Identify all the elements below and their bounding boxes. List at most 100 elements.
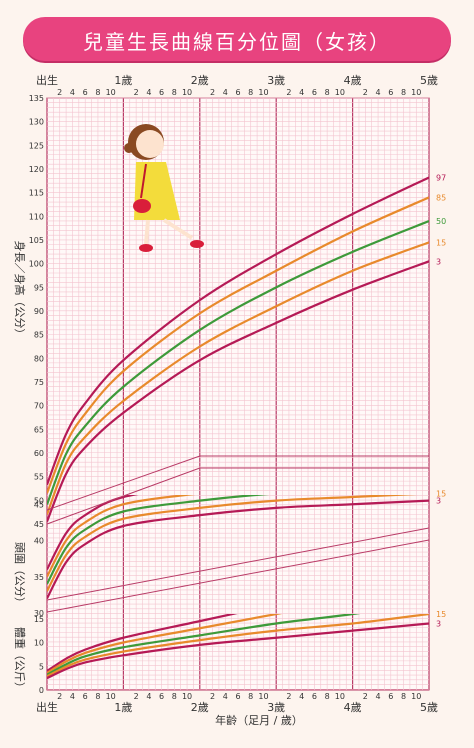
series-group-weight [47, 614, 429, 680]
x-month-tick-bottom: 6 [83, 692, 88, 701]
percentile-label-height-p3: 3 [436, 257, 441, 266]
percentile-label-head-p3: 3 [436, 497, 441, 506]
girl-leg-right [162, 218, 194, 240]
y-tick-label-height: 135 [29, 94, 44, 103]
y-tick-label-height: 110 [29, 212, 44, 221]
x-month-tick-top: 10 [411, 88, 421, 97]
y-tick-label-height: 125 [29, 141, 44, 150]
x-year-label-top: 出生 [36, 73, 58, 87]
series-line-height-p50 [47, 220, 429, 505]
series-line-height-p15 [47, 241, 429, 515]
y-tick-label-height: 70 [34, 402, 44, 411]
series-line-head-p15 [47, 495, 418, 592]
x-year-label-bottom: 5歲 [420, 700, 438, 714]
percentile-label-height-p15: 15 [436, 238, 446, 247]
x-month-tick-top: 4 [299, 88, 304, 97]
series-line-weight-p15 [47, 614, 429, 678]
girl-leg-left [144, 219, 150, 245]
x-month-tick-bottom: 6 [235, 692, 240, 701]
y-tick-label-height: 115 [29, 189, 44, 198]
separator-line [46, 467, 429, 525]
y-tick-label-height: 100 [29, 260, 44, 269]
x-year-label-bottom: 3歲 [267, 700, 285, 714]
series-line-head-p97 [47, 495, 139, 571]
y-tick-label-height: 85 [34, 331, 44, 340]
y-tick-label-height: 60 [34, 449, 44, 458]
x-year-label-top: 2歲 [191, 73, 209, 87]
x-month-tick-bottom: 10 [106, 692, 116, 701]
series-group-head [47, 495, 429, 600]
x-year-label-bottom: 2歲 [191, 700, 209, 714]
percentile-label-weight-p15: 15 [436, 610, 446, 619]
x-month-tick-bottom: 10 [335, 692, 345, 701]
x-month-tick-bottom: 4 [70, 692, 75, 701]
y-tick-label-height: 105 [29, 236, 44, 245]
x-month-tick-bottom: 6 [159, 692, 164, 701]
y-tick-label-height: 90 [34, 307, 44, 316]
y-tick-label-head: 40 [34, 537, 44, 546]
y-tick-label-weight: 10 [34, 639, 44, 648]
x-axis-label: 年齡（足月 / 歲） [215, 713, 303, 727]
x-month-tick-top: 4 [70, 88, 75, 97]
x-month-tick-top: 2 [134, 88, 139, 97]
x-month-tick-top: 2 [57, 88, 62, 97]
x-month-tick-top: 10 [258, 88, 268, 97]
x-month-tick-top: 8 [325, 88, 330, 97]
x-month-tick-bottom: 4 [299, 692, 304, 701]
x-month-tick-bottom: 4 [146, 692, 151, 701]
x-month-tick-bottom: 2 [210, 692, 215, 701]
x-month-tick-top: 6 [388, 88, 393, 97]
series-line-head-p50 [47, 495, 270, 585]
series-line-head-p85 [47, 495, 196, 578]
x-month-tick-top: 6 [312, 88, 317, 97]
y-axis-label-height: 身長／身高（公分） [13, 241, 27, 340]
percentile-label-height-p85: 85 [436, 193, 446, 202]
x-month-tick-top: 6 [235, 88, 240, 97]
x-month-tick-bottom: 8 [172, 692, 177, 701]
girl-bag-strap [140, 163, 147, 199]
y-tick-label-weight: 0 [39, 686, 44, 695]
x-month-tick-top: 2 [210, 88, 215, 97]
y-tick-label-height: 65 [34, 425, 44, 434]
x-month-tick-bottom: 10 [182, 692, 192, 701]
y-tick-label-head: 45 [34, 500, 44, 509]
x-month-tick-bottom: 2 [286, 692, 291, 701]
x-year-label-bottom: 1歲 [114, 700, 132, 714]
series-line-weight-p50 [47, 614, 361, 676]
y-axis-label-head: 頭圍（公分） [13, 542, 26, 608]
x-month-tick-top: 2 [286, 88, 291, 97]
x-month-tick-top: 6 [159, 88, 164, 97]
x-year-label-top: 5歲 [420, 73, 438, 87]
separator-line [46, 455, 429, 511]
x-month-tick-top: 8 [172, 88, 177, 97]
y-tick-label-height: 120 [29, 165, 44, 174]
series-line-head-p3 [47, 499, 429, 600]
x-month-tick-top: 8 [95, 88, 100, 97]
x-month-tick-top: 4 [146, 88, 151, 97]
y-tick-label-height: 55 [34, 473, 44, 482]
x-year-label-bottom: 4歲 [344, 700, 362, 714]
x-month-tick-bottom: 4 [376, 692, 381, 701]
girl-ponytail [124, 143, 134, 153]
x-year-label-top: 1歲 [114, 73, 132, 87]
panel-separators [46, 455, 430, 613]
x-month-tick-top: 10 [106, 88, 116, 97]
x-month-tick-top: 4 [376, 88, 381, 97]
y-tick-label-height: 50 [34, 496, 44, 505]
y-tick-label-head: 30 [34, 609, 44, 618]
y-tick-label-weight: 5 [39, 662, 44, 671]
girl-face [136, 130, 164, 158]
separator-line [46, 527, 430, 601]
percentile-label-weight-p3: 3 [436, 620, 441, 629]
series-line-height-p3 [47, 260, 429, 523]
x-year-label-top: 4歲 [344, 73, 362, 87]
x-month-tick-bottom: 8 [325, 692, 330, 701]
x-month-tick-top: 6 [83, 88, 88, 97]
x-month-tick-top: 10 [335, 88, 345, 97]
grid-group [46, 97, 430, 690]
separator-line [46, 539, 430, 613]
girl-illustration [124, 124, 204, 252]
girl-bag [133, 199, 151, 213]
series-line-height-p85 [47, 196, 429, 494]
